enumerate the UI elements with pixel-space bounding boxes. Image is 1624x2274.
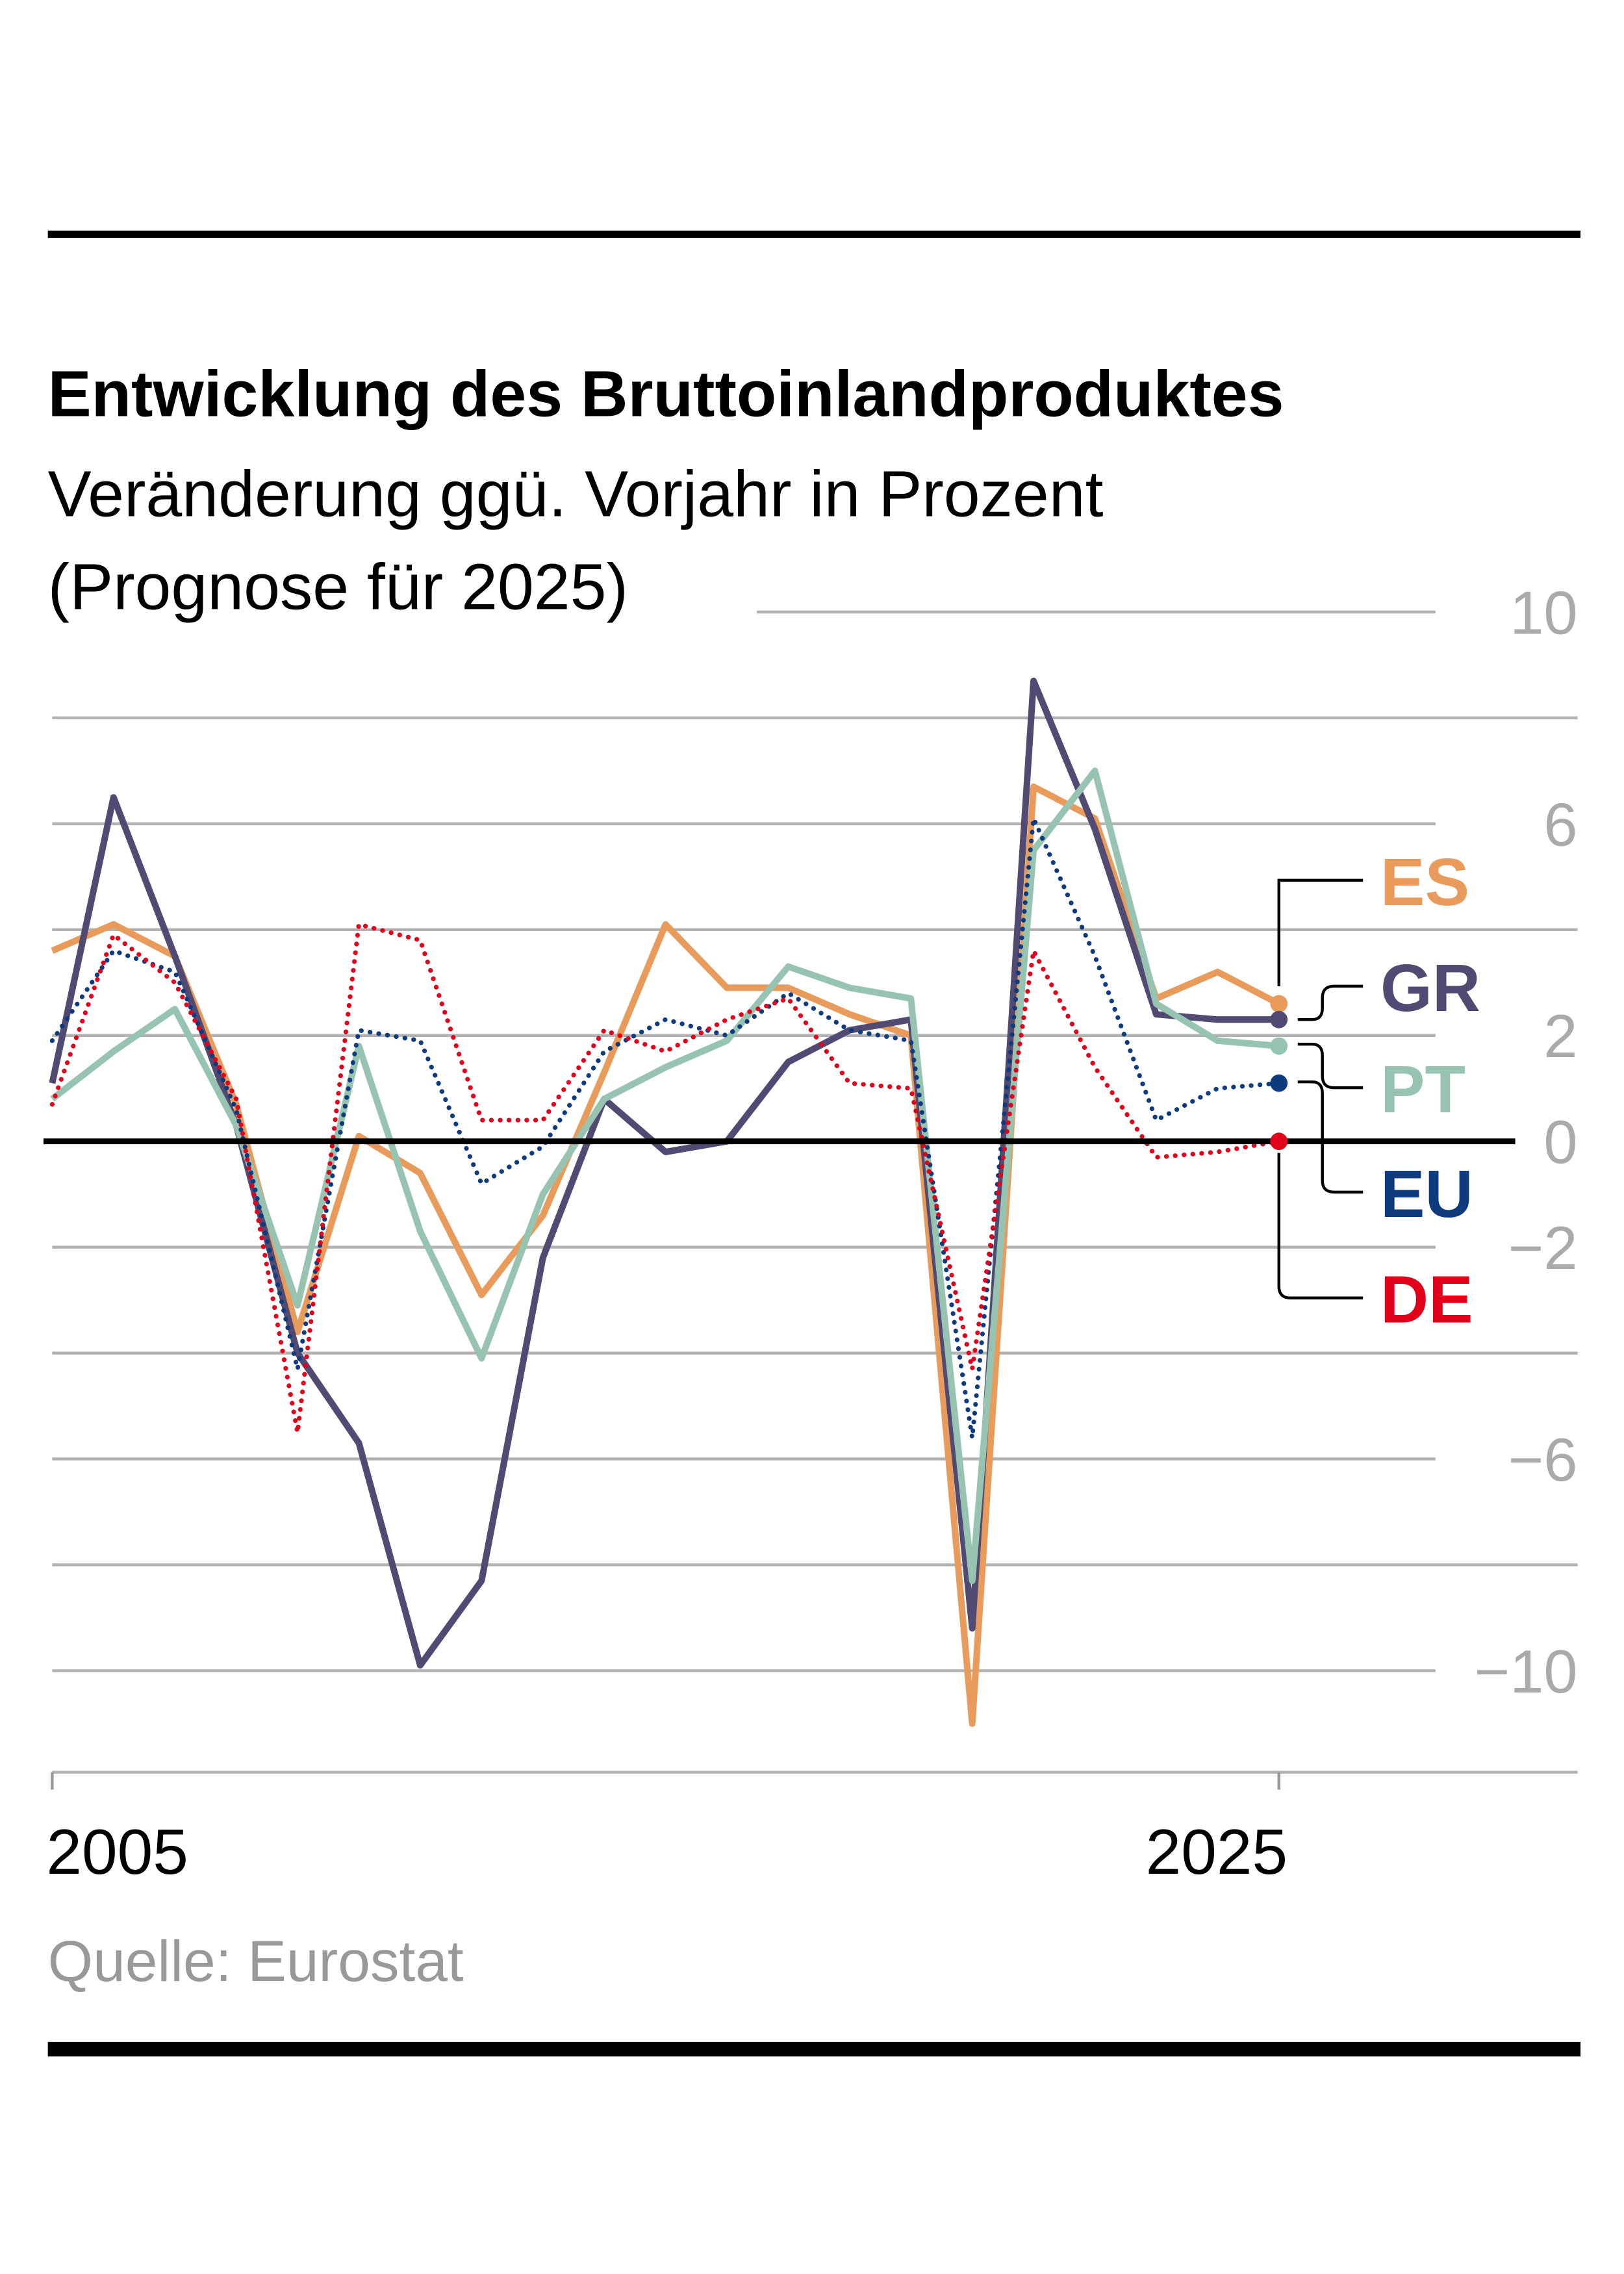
- connector-es: [1277, 878, 1364, 986]
- label-es: ES: [1380, 845, 1469, 919]
- connector-eu: [1297, 1080, 1364, 1194]
- chart-subtitle-line1: Veränderung ggü. Vorjahr in Prozent: [48, 458, 1104, 531]
- y-tick-label: 10: [1510, 578, 1577, 646]
- series-line-eu: [49, 816, 1282, 1440]
- y-tick-labels: 10 6 2 0 −2 −6 −10: [1475, 578, 1578, 1705]
- label-gr: GR: [1380, 951, 1480, 1025]
- y-tick-label: 0: [1543, 1108, 1577, 1176]
- y-tick-label: −6: [1508, 1425, 1578, 1494]
- label-pt: PT: [1380, 1052, 1465, 1127]
- y-tick-label: 6: [1543, 790, 1577, 858]
- connector-de: [1277, 1153, 1364, 1299]
- series-line-pt: [50, 767, 1280, 1585]
- y-tick-label: 2: [1543, 1002, 1577, 1070]
- series-line-es: [51, 783, 1281, 1727]
- endpoint-es: [1270, 995, 1288, 1013]
- connector-pt: [1297, 1042, 1364, 1090]
- source-note: Quelle: Eurostat: [48, 1928, 464, 1993]
- series-line-gr: [49, 677, 1279, 1669]
- label-connectors: [1277, 878, 1364, 1299]
- bottom-rule: [47, 2041, 1581, 2057]
- chart-title: Entwicklung des Bruttoinlandproduktes: [48, 358, 1284, 431]
- series-endpoints: [1270, 995, 1288, 1151]
- endpoint-gr: [1270, 1010, 1288, 1028]
- y-tick-label: −10: [1475, 1637, 1578, 1706]
- endpoint-de: [1270, 1132, 1288, 1151]
- label-de: DE: [1380, 1262, 1473, 1337]
- top-rule: [47, 230, 1581, 238]
- y-tick-label: −2: [1508, 1214, 1578, 1282]
- series-line-de: [49, 922, 1282, 1435]
- gridlines: [52, 610, 1578, 1672]
- x-tick-label-2005: 2005: [46, 1816, 188, 1887]
- chart-subtitle-line2: (Prognose für 2025): [48, 551, 628, 624]
- connector-gr: [1297, 984, 1364, 1021]
- series-lines: [49, 677, 1282, 1727]
- endpoint-pt: [1270, 1037, 1288, 1055]
- label-eu: EU: [1380, 1156, 1473, 1231]
- endpoint-eu: [1270, 1074, 1288, 1092]
- x-tick-label-2025: 2025: [1146, 1816, 1288, 1887]
